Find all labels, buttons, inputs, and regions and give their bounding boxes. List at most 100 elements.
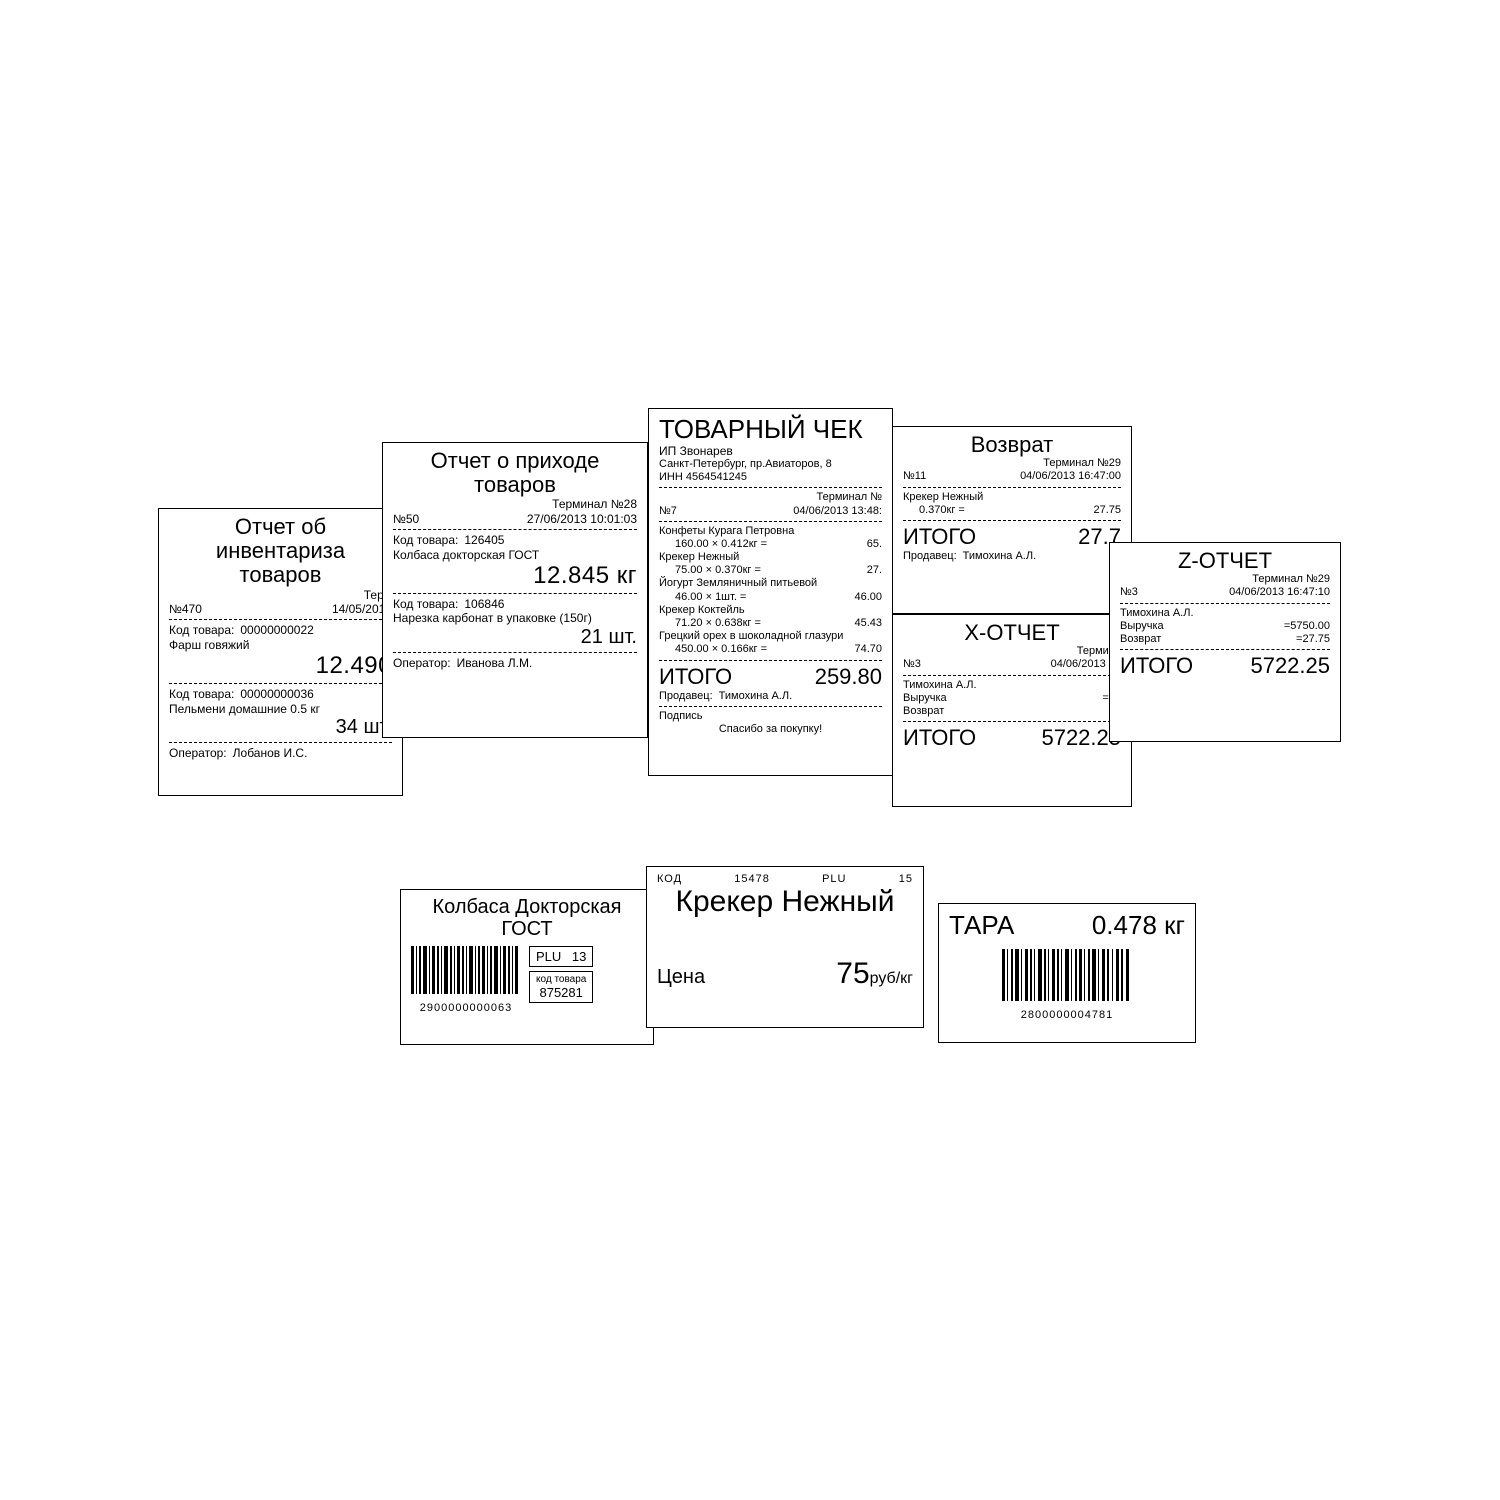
inv-item2-code: 00000000036	[234, 687, 392, 701]
return-num: №11	[903, 470, 926, 483]
sales-line4a: Крекер Коктейль	[659, 604, 882, 617]
divider	[169, 683, 392, 684]
return-seller-name: Тимохина А.Л.	[957, 550, 1121, 563]
sales-line1a: Конфеты Курага Петровна	[659, 525, 882, 538]
barcode-icon	[1002, 949, 1132, 1009]
divider	[903, 487, 1121, 488]
return-date: 04/06/2013 16:47:00	[1020, 470, 1121, 483]
inv-operator-name: Лобанов И.С.	[227, 746, 392, 760]
z-terminal: Терминал №29	[1120, 573, 1330, 586]
inv-operator-label: Оператор:	[169, 746, 227, 760]
tara-label: ТАРА	[949, 910, 1014, 941]
return-terminal: Терминал №29	[903, 457, 1121, 470]
divider	[659, 706, 882, 707]
price-unit: руб/кг	[870, 970, 913, 987]
sales-line3v: 46.00	[854, 591, 882, 604]
income-num: №50	[393, 512, 419, 526]
sales-line1v: 65.	[867, 538, 882, 551]
inv-item1-codelabel: Код товара:	[169, 623, 234, 637]
z-title: Z-ОТЧЕТ	[1120, 549, 1330, 573]
inv-item2-codelabel: Код товара:	[169, 687, 234, 701]
label-tara: ТАРА 0.478 кг	[938, 903, 1196, 1043]
divider	[903, 675, 1121, 676]
inc-item1-code: 126405	[458, 533, 637, 547]
sales-thanks: Спасибо за покупку!	[659, 723, 882, 736]
sales-inn: ИНН 4564541245	[659, 471, 882, 484]
inc-item2-code: 106846	[458, 597, 637, 611]
divider	[659, 487, 882, 488]
inc-operator-name: Иванова Л.М.	[451, 656, 637, 670]
x-revenue-label: Выручка	[903, 692, 947, 705]
z-num: №3	[1120, 586, 1138, 599]
z-itogo-label: ИТОГО	[1120, 653, 1193, 679]
income-terminal: Терминал №28	[393, 497, 637, 511]
z-revenue-value: =5750.00	[1284, 620, 1330, 633]
tara-barcode-number: 2800000004781	[1002, 1009, 1132, 1021]
return-item-name: Крекер Нежный	[903, 491, 1121, 504]
sales-sign: Подпись	[659, 710, 882, 723]
price-label: Цена	[657, 966, 705, 989]
sales-itogo-value: 259.80	[815, 664, 882, 690]
kolbasa-title: Колбаса Докторская ГОСТ	[411, 896, 643, 940]
sales-line5a: Грецкий орех в шоколадной глазури	[659, 630, 882, 643]
x-itogo-label: ИТОГО	[903, 725, 976, 751]
price-plu-value: 15	[899, 873, 913, 885]
inventory-title: Отчет об инвентариза товаров	[169, 515, 392, 588]
sales-line3b: 46.00 × 1шт. =	[659, 591, 746, 604]
sales-line4v: 45.43	[854, 617, 882, 630]
stage: Отчет об инвентариза товаров Терм №470 1…	[0, 0, 1500, 1500]
divider	[1120, 603, 1330, 604]
receipt-xreport: X-ОТЧЕТ Термина №3 04/06/2013 16 Тимохин…	[892, 614, 1132, 807]
receipt-sales: ТОВАРНЫЙ ЧЕК ИП Звонарев Санкт-Петербург…	[648, 408, 893, 776]
sales-itogo-label: ИТОГО	[659, 664, 732, 690]
income-date: 27/06/2013 10:01:03	[527, 512, 637, 526]
inv-item1-name: Фарш говяжий	[169, 638, 392, 652]
kolbasa-plu-label: PLU	[536, 949, 561, 964]
receipt-zreport: Z-ОТЧЕТ Терминал №29 №3 04/06/2013 16:47…	[1109, 542, 1341, 742]
inv-item1-qty: 12.490	[169, 652, 392, 680]
sales-line4b: 71.20 × 0.638кг =	[659, 617, 761, 630]
z-return-label: Возврат	[1120, 633, 1161, 646]
divider	[659, 660, 882, 661]
inc-item2-qty: 21 шт.	[393, 626, 637, 649]
inventory-terminal: Терм	[169, 588, 392, 602]
tara-value: 0.478 кг	[1092, 910, 1185, 941]
receipt-inventory: Отчет об инвентариза товаров Терм №470 1…	[158, 508, 403, 796]
sales-num: №7	[659, 505, 677, 518]
z-date: 04/06/2013 16:47:10	[1229, 586, 1330, 599]
sales-line5v: 74.70	[854, 643, 882, 656]
return-item-value: 27.75	[1093, 504, 1121, 517]
sales-date: 04/06/2013 13:48:	[793, 505, 882, 518]
divider	[169, 619, 392, 620]
inventory-num: №470	[169, 602, 202, 616]
divider	[903, 520, 1121, 521]
receipt-return: Возврат Терминал №29 №11 04/06/2013 16:4…	[892, 426, 1132, 614]
return-itogo-label: ИТОГО	[903, 524, 976, 550]
divider	[1120, 649, 1330, 650]
sales-line2a: Крекер Нежный	[659, 551, 882, 564]
receipt-income: Отчет о приходе товаров Терминал №28 №50…	[382, 442, 648, 738]
kolbasa-plu-value: 13	[572, 949, 586, 964]
inv-item2-qty: 34 шт.	[169, 716, 392, 739]
z-revenue-label: Выручка	[1120, 620, 1164, 633]
sales-line2b: 75.00 × 0.370кг =	[659, 564, 761, 577]
inc-operator-label: Оператор:	[393, 656, 451, 670]
divider	[169, 742, 392, 743]
sales-terminal: Терминал №	[659, 491, 882, 504]
kolbasa-code-value: 875281	[536, 985, 586, 1000]
divider	[903, 721, 1121, 722]
inv-item1-code: 00000000022	[234, 623, 392, 637]
sales-line5b: 450.00 × 0.166кг =	[659, 643, 767, 656]
tara-barcode: 2800000004781	[1002, 949, 1132, 1021]
inc-item1-qty: 12.845 кг	[393, 562, 637, 590]
sales-line1b: 160.00 × 0.412кг =	[659, 538, 767, 551]
sales-seller-label: Продавец:	[659, 690, 713, 703]
x-return-label: Возврат	[903, 705, 1121, 718]
price-name: Крекер Нежный	[657, 885, 913, 919]
inc-item2-codelabel: Код товара:	[393, 597, 458, 611]
z-itogo-value: 5722.25	[1250, 653, 1330, 679]
divider	[393, 529, 637, 530]
kolbasa-barcode: 2900000000063	[411, 946, 521, 1014]
inc-item1-codelabel: Код товара:	[393, 533, 458, 547]
x-cashier: Тимохина А.Л.	[903, 679, 1121, 692]
